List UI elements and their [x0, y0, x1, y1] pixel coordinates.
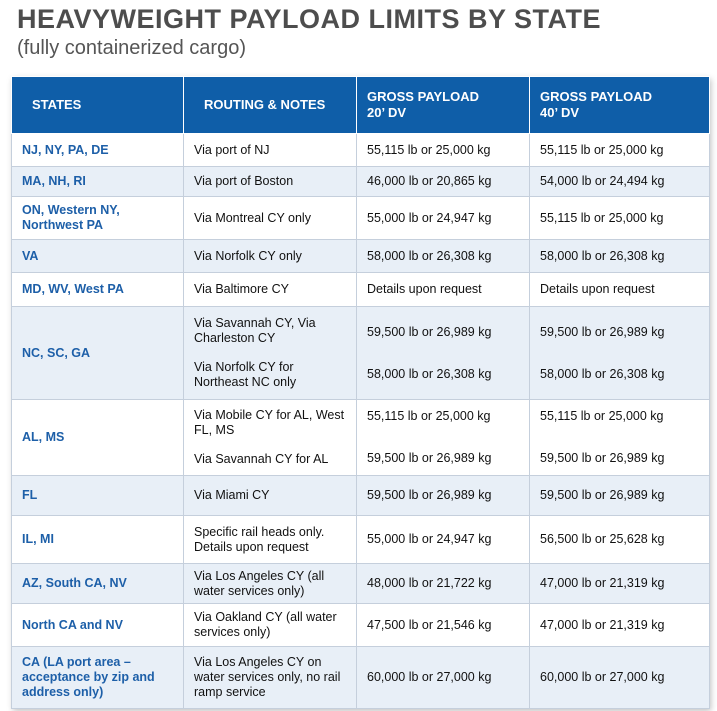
header-gross-40-line1: GROSS PAYLOAD	[540, 88, 652, 104]
routing-cell: Via Miami CY	[183, 475, 357, 516]
gross-40-cell: 59,500 lb or 26,989 kg	[529, 475, 710, 516]
gross-40-cell: 55,115 lb or 25,000 kg 59,500 lb or 26,9…	[529, 399, 710, 476]
routing-cell: Via Baltimore CY	[183, 272, 357, 307]
gross-40-cell: 56,500 lb or 25,628 kg	[529, 515, 710, 564]
gross-40-cell: 54,000 lb or 24,494 kg	[529, 166, 710, 197]
page-title: HEAVYWEIGHT PAYLOAD LIMITS BY STATE	[17, 4, 602, 34]
routing-cell: Via Los Angeles CY (all water services o…	[183, 563, 357, 604]
table-row: MD, WV, West PA Via Baltimore CY Details…	[11, 272, 710, 307]
header-states: STATES	[11, 76, 184, 134]
gross-40-sub-a: 55,115 lb or 25,000 kg	[540, 409, 664, 423]
state-cell: IL, MI	[11, 515, 184, 564]
payload-table-container: STATES ROUTING & NOTES GROSS PAYLOAD 20’…	[11, 76, 710, 709]
routing-sub-b: Via Savannah CY for AL	[194, 452, 329, 466]
table-row: CA (LA port area – acceptance by zip and…	[11, 646, 710, 709]
state-cell: NJ, NY, PA, DE	[11, 133, 184, 167]
state-cell: MD, WV, West PA	[11, 272, 184, 307]
table-header-row: STATES ROUTING & NOTES GROSS PAYLOAD 20’…	[11, 76, 710, 134]
gross-20-sub-b: 58,000 lb or 26,308 kg	[367, 366, 492, 381]
state-cell: VA	[11, 239, 184, 273]
table-row: AL, MS Via Mobile CY for AL, West FL, MS…	[11, 399, 710, 476]
routing-cell: Via Oakland CY (all water services only)	[183, 603, 357, 647]
gross-40-cell: 55,115 lb or 25,000 kg	[529, 133, 710, 167]
routing-cell: Via Montreal CY only	[183, 196, 357, 240]
state-cell: NC, SC, GA	[11, 306, 184, 400]
gross-20-cell: 60,000 lb or 27,000 kg	[356, 646, 530, 709]
state-cell: FL	[11, 475, 184, 516]
table-row: NJ, NY, PA, DE Via port of NJ 55,115 lb …	[11, 133, 710, 167]
header-gross-20-line2: 20’ DV	[367, 105, 407, 120]
gross-20-cell: 48,000 lb or 21,722 kg	[356, 563, 530, 604]
table-row: VA Via Norfolk CY only 58,000 lb or 26,3…	[11, 239, 710, 273]
header-routing: ROUTING & NOTES	[183, 76, 357, 134]
routing-cell: Via port of Boston	[183, 166, 357, 197]
gross-40-cell: 60,000 lb or 27,000 kg	[529, 646, 710, 709]
gross-40-sub-b: 59,500 lb or 26,989 kg	[540, 451, 665, 465]
gross-20-sub-a: 55,115 lb or 25,000 kg	[367, 409, 491, 423]
routing-sub-b: Via Norfolk CY for Northeast NC only	[194, 360, 297, 389]
routing-cell: Specific rail heads only. Details upon r…	[183, 515, 357, 564]
gross-40-sub-a: 59,500 lb or 26,989 kg	[540, 324, 665, 339]
gross-20-cell: Details upon request	[356, 272, 530, 307]
header-gross-40-line2: 40’ DV	[540, 105, 580, 120]
table-row: MA, NH, RI Via port of Boston 46,000 lb …	[11, 166, 710, 197]
state-cell: MA, NH, RI	[11, 166, 184, 197]
routing-sub-a: Via Mobile CY for AL, West FL, MS	[194, 408, 345, 437]
gross-20-sub-b: 59,500 lb or 26,989 kg	[367, 451, 492, 465]
routing-sub-a: Via Savannah CY, Via Charleston CY	[194, 316, 316, 345]
gross-20-sub-a: 59,500 lb or 26,989 kg	[367, 324, 492, 339]
table-row: AZ, South CA, NV Via Los Angeles CY (all…	[11, 563, 710, 604]
routing-cell: Via Norfolk CY only	[183, 239, 357, 273]
table-row: North CA and NV Via Oakland CY (all wate…	[11, 603, 710, 647]
table-row: FL Via Miami CY 59,500 lb or 26,989 kg 5…	[11, 475, 710, 516]
gross-40-cell: 47,000 lb or 21,319 kg	[529, 603, 710, 647]
routing-cell: Via Los Angeles CY on water services onl…	[183, 646, 357, 709]
header-gross-40: GROSS PAYLOAD 40’ DV	[529, 76, 710, 134]
table-row: IL, MI Specific rail heads only. Details…	[11, 515, 710, 564]
table-row: NC, SC, GA Via Savannah CY, Via Charlest…	[11, 306, 710, 400]
state-cell: North CA and NV	[11, 603, 184, 647]
table-row: ON, Western NY, Northwest PA Via Montrea…	[11, 196, 710, 240]
gross-40-cell: 59,500 lb or 26,989 kg 58,000 lb or 26,3…	[529, 306, 710, 400]
state-cell: AL, MS	[11, 399, 184, 476]
payload-table: STATES ROUTING & NOTES GROSS PAYLOAD 20’…	[11, 76, 710, 709]
gross-20-cell: 59,500 lb or 26,989 kg	[356, 475, 530, 516]
routing-cell: Via Savannah CY, Via Charleston CY Via N…	[183, 306, 357, 400]
gross-20-cell: 55,115 lb or 25,000 kg 59,500 lb or 26,9…	[356, 399, 530, 476]
gross-40-cell: 55,115 lb or 25,000 kg	[529, 196, 710, 240]
state-cell: CA (LA port area – acceptance by zip and…	[11, 646, 184, 709]
gross-20-cell: 55,115 lb or 25,000 kg	[356, 133, 530, 167]
page-subtitle: (fully containerized cargo)	[17, 37, 246, 59]
header-gross-20-line1: GROSS PAYLOAD	[367, 88, 479, 104]
state-cell: ON, Western NY, Northwest PA	[11, 196, 184, 240]
gross-20-cell: 55,000 lb or 24,947 kg	[356, 196, 530, 240]
routing-cell: Via port of NJ	[183, 133, 357, 167]
gross-20-cell: 47,500 lb or 21,546 kg	[356, 603, 530, 647]
gross-40-cell: Details upon request	[529, 272, 710, 307]
routing-cell: Via Mobile CY for AL, West FL, MS Via Sa…	[183, 399, 357, 476]
gross-20-cell: 46,000 lb or 20,865 kg	[356, 166, 530, 197]
gross-40-sub-b: 58,000 lb or 26,308 kg	[540, 366, 665, 381]
state-cell: AZ, South CA, NV	[11, 563, 184, 604]
gross-40-cell: 58,000 lb or 26,308 kg	[529, 239, 710, 273]
header-gross-20: GROSS PAYLOAD 20’ DV	[356, 76, 530, 134]
gross-40-cell: 47,000 lb or 21,319 kg	[529, 563, 710, 604]
gross-20-cell: 59,500 lb or 26,989 kg 58,000 lb or 26,3…	[356, 306, 530, 400]
gross-20-cell: 58,000 lb or 26,308 kg	[356, 239, 530, 273]
gross-20-cell: 55,000 lb or 24,947 kg	[356, 515, 530, 564]
